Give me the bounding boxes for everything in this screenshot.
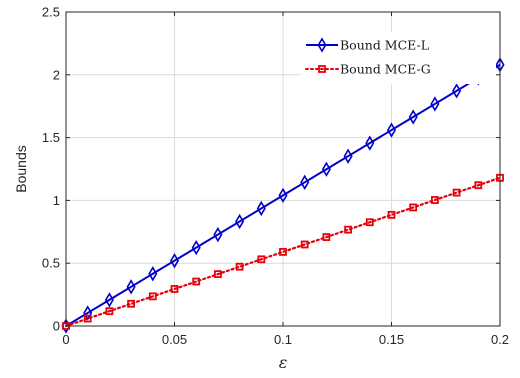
y-tick-label: 0.5 <box>42 256 60 271</box>
data-point <box>452 83 462 99</box>
data-point <box>191 239 201 256</box>
series-mce-g <box>62 173 504 330</box>
y-tick-label: 0 <box>53 319 60 334</box>
data-point <box>344 225 353 234</box>
data-point <box>408 109 418 125</box>
data-point <box>256 200 266 217</box>
legend: Bound MCE-L Bound MCE-G <box>300 32 496 84</box>
x-tick-label: 0.1 <box>274 332 292 347</box>
data-point <box>278 187 288 204</box>
data-point <box>170 285 179 293</box>
data-point <box>386 122 397 138</box>
series-line <box>64 176 502 328</box>
data-point <box>322 233 331 241</box>
y-tick-label: 2.5 <box>42 5 60 20</box>
data-point <box>409 203 418 212</box>
x-axis-ticks: 0 0.05 0.1 0.15 0.2 <box>62 12 509 347</box>
data-point <box>430 196 439 204</box>
legend-label: Bound MCE-L <box>340 38 429 53</box>
data-point <box>192 277 201 286</box>
data-point <box>104 292 114 308</box>
data-point <box>213 270 222 279</box>
data-point <box>148 292 157 301</box>
data-point <box>148 266 158 282</box>
x-tick-label: 0.2 <box>491 332 509 347</box>
data-point <box>257 255 266 264</box>
y-tick-label: 2 <box>53 67 60 82</box>
y-tick-label: 1 <box>53 193 60 208</box>
data-point <box>365 218 374 227</box>
data-point <box>300 174 310 190</box>
data-point <box>126 279 136 295</box>
data-point <box>474 181 483 190</box>
legend-marker <box>318 65 326 73</box>
data-point <box>343 148 353 164</box>
data-point <box>452 188 461 197</box>
data-point <box>105 307 114 316</box>
data-point <box>169 253 180 269</box>
series-line <box>65 63 501 327</box>
x-tick-label: 0.05 <box>162 332 187 347</box>
legend-box <box>300 32 496 84</box>
data-point <box>235 213 245 230</box>
plot-series <box>61 57 505 334</box>
y-axis-label: Bounds <box>13 145 29 192</box>
data-point <box>365 135 375 151</box>
legend-label: Bound MCE-G <box>340 62 431 77</box>
legend-marker <box>317 37 327 53</box>
data-point <box>235 262 244 271</box>
data-point <box>387 210 396 219</box>
data-point <box>213 226 223 243</box>
data-point <box>300 240 309 249</box>
y-axis-ticks: 0 0.5 1 1.5 2 2.5 <box>42 5 500 334</box>
x-axis-label: ε <box>279 353 288 372</box>
data-point <box>127 299 136 308</box>
y-tick-label: 1.5 <box>42 130 60 145</box>
data-point <box>321 161 331 177</box>
data-point <box>83 314 92 323</box>
data-point <box>430 96 440 112</box>
x-tick-label: 0.15 <box>379 332 404 347</box>
x-tick-label: 0 <box>62 332 69 347</box>
data-point <box>279 247 287 256</box>
